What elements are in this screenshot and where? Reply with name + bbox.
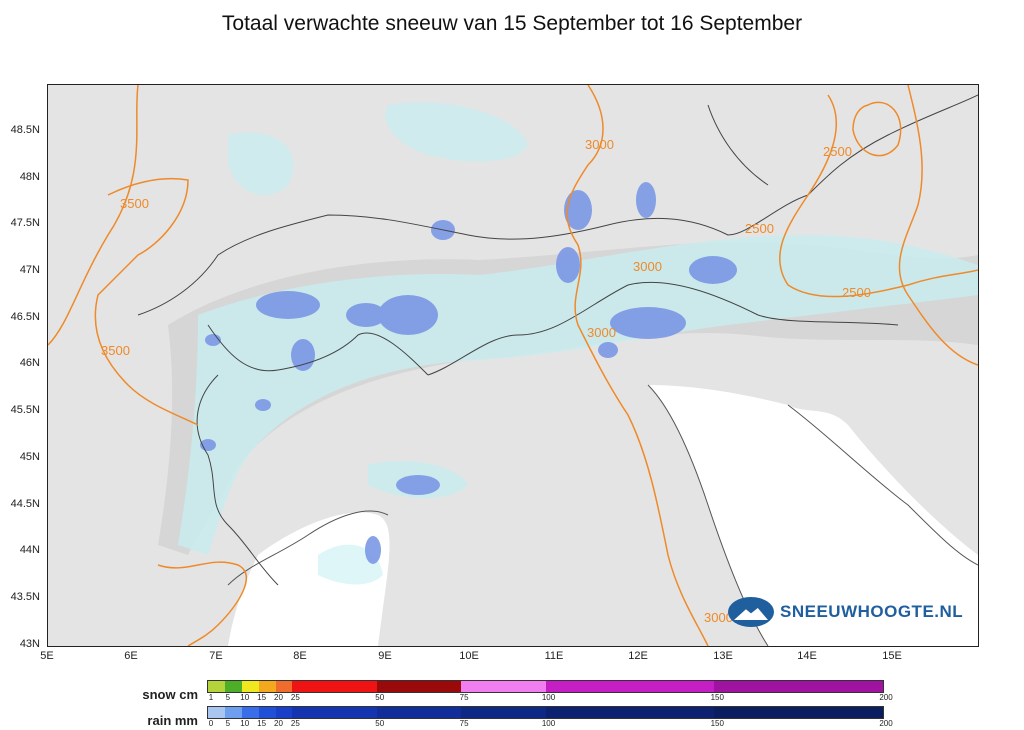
legend-tick-label: 25 — [290, 719, 300, 728]
adriatic-sea — [648, 385, 978, 646]
legend-color-swatch — [376, 707, 462, 718]
latitude-label: 43N — [19, 638, 40, 650]
contour-label-group: 3500 3500 3000 3000 3000 2500 2500 2500 … — [101, 137, 871, 625]
longitude-label: 5E — [40, 650, 54, 662]
latitude-label: 45N — [19, 451, 40, 463]
legend-tick-label: 15 — [257, 719, 267, 728]
legend-color-swatch — [714, 707, 883, 718]
longitude-label: 7E — [209, 650, 223, 662]
legend-color-swatch — [224, 681, 242, 692]
contour-label: 3500 — [101, 343, 130, 358]
contour-label: 3000 — [704, 610, 733, 625]
legend-tick-label: 15 — [257, 693, 267, 702]
contour-label: 3500 — [120, 196, 149, 211]
legend-color-swatch — [208, 707, 225, 718]
freezing-level-contours — [48, 85, 978, 646]
legend-tick-label: 50 — [375, 719, 385, 728]
latitude-label: 48.5N — [10, 124, 40, 136]
longitude-label: 10E — [459, 650, 479, 662]
legend-tick-label: 10 — [240, 719, 250, 728]
legend-tick-label: 100 — [541, 719, 556, 728]
legend-tick-label: 150 — [710, 719, 724, 728]
snow-legend-title: snow cm — [142, 687, 198, 702]
legend-color-swatch — [461, 681, 546, 692]
latitude-label: 47N — [19, 264, 40, 276]
legend-tick-label: 20 — [274, 693, 283, 702]
legend-tick-label: 100 — [541, 693, 556, 702]
legend-color-swatch — [292, 707, 377, 718]
snow-legend-bar — [207, 680, 884, 693]
rain-legend-title: rain mm — [147, 713, 198, 728]
latitude-label: 46N — [19, 357, 40, 369]
longitude-label: 13E — [713, 650, 733, 662]
map-area: 3500 3500 3000 3000 3000 2500 2500 2500 … — [47, 84, 979, 647]
contour-label: 3000 — [633, 259, 662, 274]
contour-label: 2500 — [823, 144, 852, 159]
map-title: Totaal verwachte sneeuw van 15 September… — [221, 12, 803, 35]
legend-color-swatch — [241, 681, 259, 692]
longitude-label: 9E — [378, 650, 392, 662]
legend-tick-label: 50 — [375, 693, 385, 702]
legend-color-swatch — [275, 707, 293, 718]
legend-color-swatch — [461, 707, 546, 718]
mountain-logo-icon — [728, 597, 774, 627]
brand-name: SNEEUWHOOGTE.NL — [780, 602, 964, 621]
legend-tick-label: 25 — [290, 693, 300, 702]
latitude-label: 45.5N — [10, 404, 40, 416]
legend-color-swatch — [241, 707, 259, 718]
longitude-label: 8E — [293, 650, 307, 662]
precip-light-north — [228, 132, 294, 196]
latitude-label: 48N — [19, 171, 40, 183]
latitude-label: 47.5N — [10, 217, 40, 229]
legend-tick-label: 200 — [879, 693, 893, 702]
legend-color-swatch — [258, 707, 276, 718]
rain-legend-bar — [207, 706, 884, 719]
legend-color-swatch — [275, 681, 293, 692]
latitude-label: 46.5N — [10, 311, 40, 323]
legend-color-swatch — [224, 707, 242, 718]
map-canvas: 3500 3500 3000 3000 3000 2500 2500 2500 … — [48, 85, 978, 646]
legend-tick-label: 0 — [208, 719, 214, 728]
latitude-label: 43.5N — [10, 591, 40, 603]
longitude-label: 15E — [882, 650, 902, 662]
longitude-label: 6E — [124, 650, 138, 662]
latitude-label: 44.5N — [10, 498, 40, 510]
brand-logo: SNEEUWHOOGTE.NL — [728, 596, 968, 628]
longitude-label: 14E — [797, 650, 817, 662]
legend-tick-label: 5 — [225, 693, 231, 702]
legend-tick-label: 200 — [879, 719, 893, 728]
contour-label: 3000 — [587, 325, 616, 340]
legend-tick-label: 75 — [459, 693, 469, 702]
precip-light-north2 — [385, 102, 528, 162]
legend-tick-label: 150 — [710, 693, 724, 702]
legend-tick-label: 75 — [459, 719, 469, 728]
longitude-label: 11E — [544, 650, 564, 662]
country-borders — [137, 94, 978, 586]
legend-color-swatch — [208, 681, 225, 692]
legend-tick-label: 10 — [240, 693, 250, 702]
legend-color-swatch — [714, 681, 883, 692]
contour-label: 3000 — [585, 137, 614, 152]
legend-color-swatch — [292, 681, 377, 692]
contour-label: 2500 — [842, 285, 871, 300]
legend-color-swatch — [545, 707, 715, 718]
legend-color-swatch — [376, 681, 462, 692]
legend-color-swatch — [258, 681, 276, 692]
longitude-label: 12E — [628, 650, 648, 662]
legend-tick-label: 5 — [225, 719, 231, 728]
contour-label: 2500 — [745, 221, 774, 236]
legend-tick-label: 1 — [208, 693, 214, 702]
legend-tick-label: 20 — [274, 719, 283, 728]
legend-color-swatch — [545, 681, 715, 692]
latitude-label: 44N — [19, 544, 40, 556]
